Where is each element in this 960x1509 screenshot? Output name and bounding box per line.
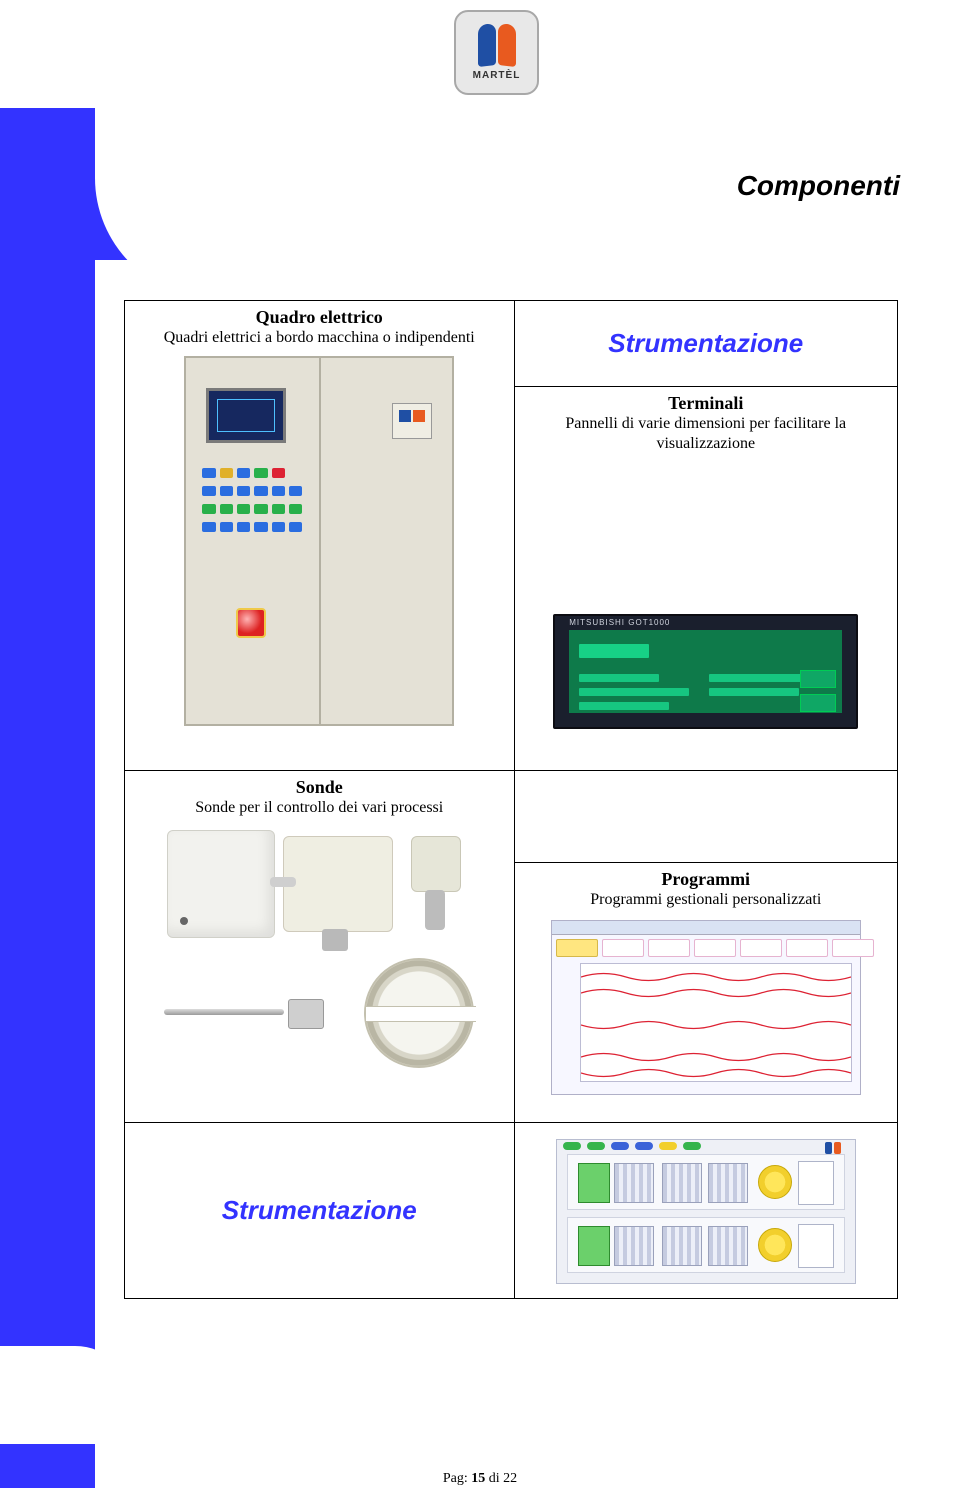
cell-quadro: Quadro elettrico Quadri elettrici a bord… bbox=[125, 301, 515, 771]
terminali-title: Terminali bbox=[523, 393, 890, 414]
sonde-illustrations-row-2 bbox=[137, 958, 502, 1068]
flame-icon bbox=[478, 24, 516, 68]
cell-empty bbox=[514, 771, 898, 863]
sonde-subtitle: Sonde per il controllo dei vari processi bbox=[133, 798, 506, 818]
page: { "brand": { "name": "MARTÈL" }, "colors… bbox=[0, 0, 960, 1509]
hmi-terminal-illustration: MITSUBISHI GOT1000 bbox=[553, 614, 858, 729]
hmi-brand-label: MITSUBISHI GOT1000 bbox=[569, 618, 670, 627]
quadro-title: Quadro elettrico bbox=[133, 307, 506, 328]
cabinet-hmi-icon bbox=[206, 388, 286, 443]
cell-strumentazione-header: Strumentazione bbox=[514, 301, 898, 387]
page-title: Componenti bbox=[737, 170, 900, 202]
cabinet-buttons-row bbox=[202, 504, 302, 514]
trend-plot bbox=[580, 963, 852, 1082]
cabinet-buttons-row bbox=[202, 486, 302, 496]
footer-total-pages: 22 bbox=[503, 1471, 517, 1486]
cable-gland-icon bbox=[401, 836, 471, 932]
mini-logo-icon bbox=[825, 1142, 841, 1154]
white-tab bbox=[0, 1346, 135, 1444]
footer-prefix: Pag: bbox=[443, 1471, 471, 1486]
cell-strumentazione-footer: Strumentazione bbox=[125, 1123, 515, 1299]
sonde-title: Sonde bbox=[133, 777, 506, 798]
cell-scada bbox=[514, 1123, 898, 1299]
strumentazione-footer-label: Strumentazione bbox=[133, 1195, 506, 1226]
cabinet-main-switch-icon bbox=[236, 608, 266, 638]
cell-terminali: Terminali Pannelli di varie dimensioni p… bbox=[514, 387, 898, 771]
cabinet-buttons-row bbox=[202, 468, 302, 478]
cell-programmi: Programmi Programmi gestionali personali… bbox=[514, 863, 898, 1123]
footer-sep: di bbox=[485, 1471, 503, 1486]
hmi-screen bbox=[569, 630, 842, 713]
thermocouple-icon bbox=[164, 999, 324, 1027]
quadro-subtitle: Quadri elettrici a bordo macchina o indi… bbox=[133, 328, 506, 348]
cell-sonde: Sonde Sonde per il controllo dei vari pr… bbox=[125, 771, 515, 1123]
electrical-cabinet-illustration bbox=[184, 356, 454, 726]
components-table: Quadro elettrico Quadri elettrici a bord… bbox=[124, 300, 898, 1299]
strumentazione-heading: Strumentazione bbox=[523, 328, 890, 359]
brand-logo: MARTÈL bbox=[454, 10, 539, 95]
scada-screenshot bbox=[556, 1139, 856, 1284]
cabinet-buttons-row bbox=[202, 522, 302, 532]
logo-badge: MARTÈL bbox=[454, 10, 539, 95]
brand-name: MARTÈL bbox=[473, 70, 521, 81]
programmi-subtitle: Programmi gestionali personalizzati bbox=[523, 890, 890, 910]
junction-box-icon bbox=[283, 836, 393, 932]
page-footer: Pag: 15 di 22 bbox=[0, 1471, 960, 1487]
room-sensor-icon bbox=[167, 830, 275, 938]
cabinet-mini-logo-icon bbox=[392, 403, 432, 439]
trend-chart-screenshot bbox=[551, 920, 861, 1095]
sonde-illustrations-row bbox=[137, 830, 502, 938]
footer-current-page: 15 bbox=[471, 1471, 485, 1486]
terminali-subtitle: Pannelli di varie dimensioni per facilit… bbox=[523, 414, 890, 454]
pressure-gauge-icon bbox=[364, 958, 474, 1068]
programmi-title: Programmi bbox=[523, 869, 890, 890]
